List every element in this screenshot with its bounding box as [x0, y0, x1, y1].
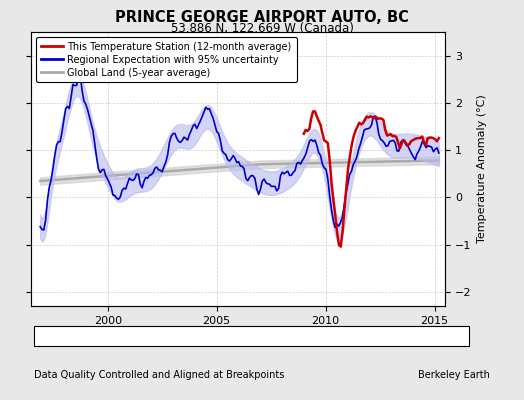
- Legend: This Temperature Station (12-month average), Regional Expectation with 95% uncer: This Temperature Station (12-month avera…: [36, 37, 297, 82]
- Text: Time of Obs. Change: Time of Obs. Change: [259, 331, 368, 341]
- Text: PRINCE GEORGE AIRPORT AUTO, BC: PRINCE GEORGE AIRPORT AUTO, BC: [115, 10, 409, 25]
- Text: Data Quality Controlled and Aligned at Breakpoints: Data Quality Controlled and Aligned at B…: [34, 370, 285, 380]
- Text: 53.886 N, 122.669 W (Canada): 53.886 N, 122.669 W (Canada): [171, 22, 353, 35]
- Text: Station Move: Station Move: [55, 331, 123, 341]
- Text: ▼: ▼: [246, 330, 256, 342]
- Text: Berkeley Earth: Berkeley Earth: [418, 370, 490, 380]
- Y-axis label: Temperature Anomaly (°C): Temperature Anomaly (°C): [477, 95, 487, 243]
- Text: Record Gap: Record Gap: [155, 331, 215, 341]
- Text: ■: ■: [362, 330, 373, 342]
- Text: Empirical Break: Empirical Break: [375, 331, 457, 341]
- Text: ▲: ▲: [141, 330, 151, 342]
- Text: ◆: ◆: [42, 330, 51, 342]
